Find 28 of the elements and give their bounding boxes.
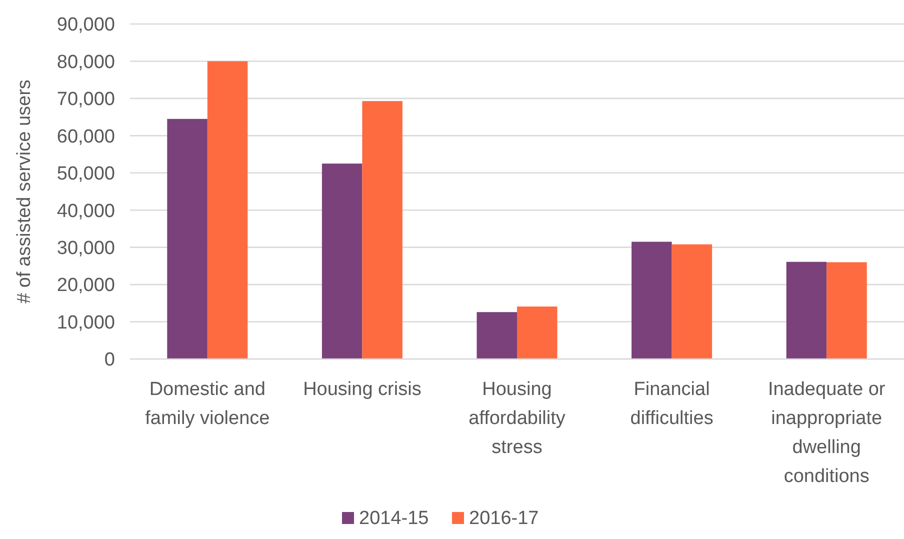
bar (362, 101, 402, 359)
bar (322, 164, 362, 359)
bar (207, 61, 248, 359)
y-tick-label: 0 (104, 350, 115, 371)
bar (167, 118, 208, 359)
y-tick-label: 20,000 (56, 275, 115, 296)
bar (632, 242, 672, 359)
y-tick-label: 70,000 (56, 89, 115, 110)
bar (786, 262, 827, 359)
x-tick-label: Domestic and family violence (145, 379, 270, 429)
y-tick-label: 50,000 (56, 164, 115, 185)
bar (517, 306, 558, 359)
y-tick-label: 10,000 (56, 312, 115, 334)
x-tick-label: Inadequate or inappropriate dwelling conditions (768, 379, 886, 487)
x-tick-label: Housing affordability stress (468, 379, 566, 458)
bar (672, 244, 712, 359)
legend-label: 2014-15 (359, 508, 429, 529)
y-tick-label: 30,000 (56, 238, 115, 259)
y-tick-label: 40,000 (56, 200, 115, 222)
bar (476, 312, 517, 359)
y-tick-label: 60,000 (56, 126, 115, 148)
y-tick-label: 90,000 (56, 14, 115, 36)
x-tick-label: Financial difficulties (630, 379, 714, 429)
x-tick-label: Housing crisis (303, 379, 422, 400)
legend-label: 2016-17 (469, 508, 539, 529)
y-axis-title: # of assisted service users (14, 80, 35, 304)
bar (826, 262, 867, 359)
y-tick-label: 80,000 (56, 52, 115, 73)
